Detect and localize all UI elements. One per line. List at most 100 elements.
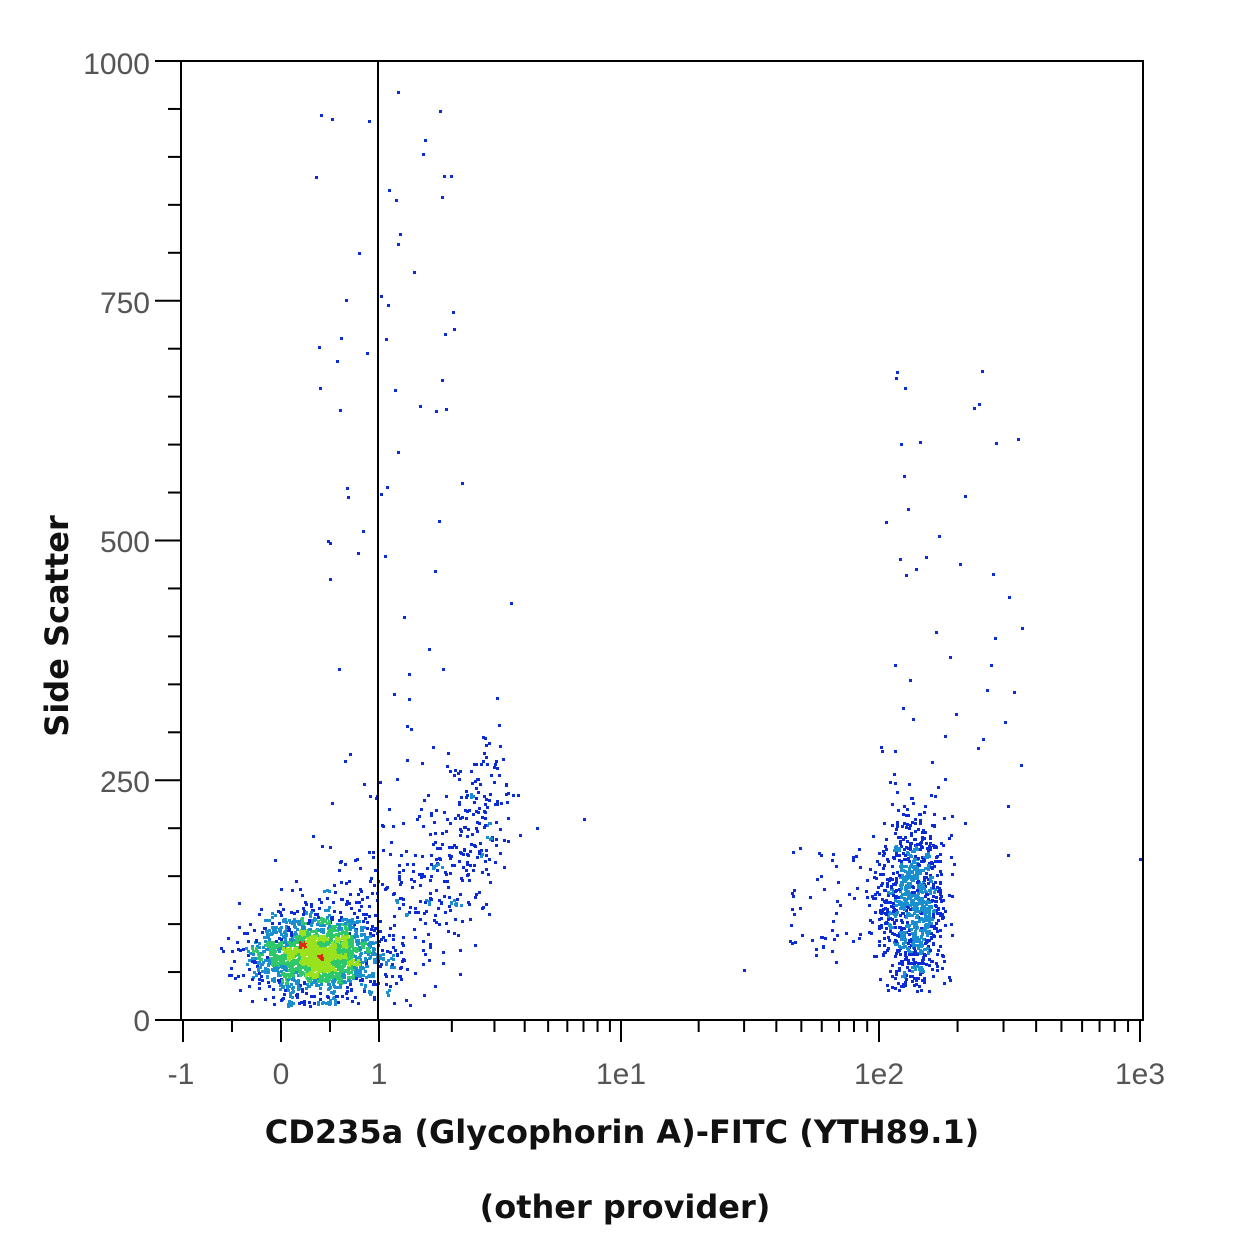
data-point: [298, 923, 301, 926]
data-point: [312, 974, 315, 977]
data-point: [371, 952, 374, 955]
data-point: [328, 925, 331, 928]
data-point: [338, 980, 341, 983]
data-point: [899, 914, 902, 917]
data-point: [898, 854, 901, 857]
data-point: [293, 935, 296, 938]
data-point: [927, 878, 930, 881]
data-point: [255, 940, 258, 943]
data-point: [333, 884, 336, 887]
data-point: [387, 959, 390, 962]
data-point: [939, 853, 942, 856]
data-point: [361, 929, 364, 932]
data-point: [459, 834, 462, 837]
data-point: [301, 947, 304, 950]
data-point: [921, 836, 924, 839]
data-point: [372, 950, 375, 953]
data-point: [921, 856, 924, 859]
data-point: [397, 451, 400, 454]
data-point: [283, 968, 286, 971]
data-point: [495, 760, 498, 763]
data-point: [915, 845, 918, 848]
data-point: [855, 855, 858, 858]
data-point: [330, 991, 333, 994]
data-point: [248, 959, 251, 962]
data-point: [905, 978, 908, 981]
data-point: [253, 961, 256, 964]
data-point: [419, 918, 422, 921]
data-point: [335, 940, 338, 943]
data-point: [339, 957, 342, 960]
data-point: [301, 944, 304, 947]
data-point: [487, 873, 490, 876]
data-point: [236, 941, 239, 944]
data-point: [358, 909, 361, 912]
data-point: [294, 962, 297, 965]
data-point: [474, 944, 477, 947]
data-point: [308, 919, 311, 922]
data-point: [300, 962, 303, 965]
data-point: [815, 948, 818, 951]
data-point: [341, 975, 344, 978]
data-point: [845, 932, 848, 935]
data-point: [869, 868, 872, 871]
data-point: [892, 902, 895, 905]
data-point: [365, 965, 368, 968]
data-point: [397, 243, 400, 246]
data-point: [470, 796, 473, 799]
data-point: [820, 854, 823, 857]
data-point: [355, 964, 358, 967]
data-point: [272, 949, 275, 952]
data-point: [318, 935, 321, 938]
data-point: [883, 864, 886, 867]
data-point: [302, 953, 305, 956]
data-point: [320, 938, 323, 941]
data-point: [346, 986, 349, 989]
data-point: [425, 910, 428, 913]
data-point: [313, 981, 316, 984]
data-point: [301, 990, 304, 993]
data-point: [891, 932, 894, 935]
data-point: [905, 884, 908, 887]
data-point: [234, 977, 237, 980]
data-point: [927, 915, 930, 918]
data-point: [350, 971, 353, 974]
data-point: [437, 907, 440, 910]
data-point: [443, 895, 446, 898]
data-point: [292, 974, 295, 977]
data-point: [302, 907, 305, 910]
data-point: [355, 977, 358, 980]
data-point: [887, 894, 890, 897]
data-point: [886, 885, 889, 888]
data-point: [329, 846, 332, 849]
data-point: [914, 930, 917, 933]
data-point: [346, 997, 349, 1000]
data-point: [389, 951, 392, 954]
data-point: [447, 886, 450, 889]
data-point: [942, 907, 945, 910]
data-point: [406, 725, 409, 728]
data-point: [448, 905, 451, 908]
data-point: [902, 985, 905, 988]
data-point: [349, 976, 352, 979]
data-point: [912, 935, 915, 938]
data-point: [293, 941, 296, 944]
data-point: [288, 976, 291, 979]
data-point: [395, 982, 398, 985]
data-point: [449, 872, 452, 875]
data-point: [283, 965, 286, 968]
data-point: [885, 848, 888, 851]
data-point: [271, 922, 274, 925]
data-point: [902, 902, 905, 905]
data-point: [794, 941, 797, 944]
data-point: [440, 902, 443, 905]
data-point: [327, 909, 330, 912]
data-point: [922, 881, 925, 884]
data-point: [921, 944, 924, 947]
data-point: [923, 837, 926, 840]
data-point: [910, 899, 913, 902]
data-point: [307, 946, 310, 949]
data-point: [932, 975, 935, 978]
data-point: [929, 949, 932, 952]
data-point: [321, 958, 324, 961]
